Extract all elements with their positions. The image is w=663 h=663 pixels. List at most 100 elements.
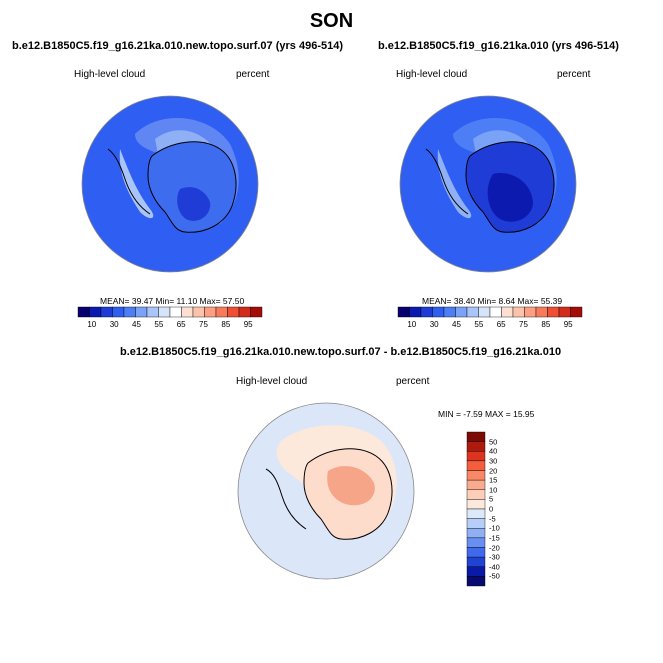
colorbar-label: -50: [489, 571, 500, 581]
panel-2-stats: MEAN= 38.40 Min= 8.64 Max= 55.39: [422, 296, 563, 306]
diff-panel-units: percent: [396, 376, 430, 387]
panel-2-title: b.e12.B1850C5.f19_g16.21ka.010 (yrs 496-…: [378, 40, 619, 52]
diff-colorbar-labels: 50 40 30 20 15 10 5 0 -5 -10 -15 -20 -30 -40 -50: [489, 432, 513, 586]
peninsula-coast: [265, 468, 307, 530]
colorbar-swatch: [112, 306, 125, 318]
colorbar-label: 55: [474, 320, 484, 329]
colorbar-swatch: [158, 306, 171, 318]
panel-1-variable: High-level cloud: [74, 69, 146, 80]
interior-low-cloud: [177, 187, 211, 221]
colorbar-label: -10: [489, 523, 500, 533]
colorbar-label: 40: [489, 446, 498, 456]
colorbar-swatch: [192, 306, 205, 318]
colorbar-swatch: [570, 306, 583, 318]
colorbar-label: 65: [176, 320, 186, 329]
colorbar-label: 10: [407, 320, 417, 329]
colorbar-label: 65: [496, 320, 506, 329]
colorbar-swatch: [409, 306, 422, 318]
colorbar-swatch: [466, 547, 486, 558]
colorbar-swatch: [420, 306, 433, 318]
colorbar-swatch: [432, 306, 445, 318]
colorbar-swatch: [466, 499, 486, 510]
colorbar-label: -20: [489, 543, 500, 552]
panel-1-stats: MEAN= 39.47 Min= 11.10 Max= 57.50: [100, 296, 245, 306]
colorbar-swatch: [501, 306, 514, 318]
colorbar-label: 30: [109, 320, 119, 329]
colorbar-swatch: [89, 306, 102, 318]
diff-panel-title: b.e12.B1850C5.f19_g16.21ka.010.new.topo.…: [120, 346, 562, 358]
colorbar-swatch: [146, 306, 159, 318]
colorbar-swatch: [466, 489, 486, 500]
diff-panel-variable: High-level cloud: [236, 376, 308, 387]
colorbar-swatch: [215, 306, 228, 318]
colorbar-swatch: [466, 431, 486, 442]
colorbar-swatch: [443, 306, 456, 318]
colorbar-swatch: [466, 451, 486, 462]
colorbar-swatch: [397, 306, 410, 318]
colorbar-label: 75: [199, 320, 208, 329]
peninsula-coast: [107, 148, 151, 215]
colorbar-label: 30: [489, 456, 498, 466]
colorbar-label: 45: [132, 320, 141, 329]
colorbar-swatch: [466, 566, 486, 577]
panel-2-colorbar-labels: 10 30 45 55 65 75 85 95: [398, 320, 582, 332]
colorbar-swatch: [169, 306, 182, 318]
panel-1-colorbar: [77, 306, 263, 318]
colorbar-label: 15: [489, 475, 498, 485]
colorbar-swatch: [466, 518, 486, 529]
panel-1-map: [81, 95, 259, 273]
antarctica-landmass: [147, 141, 237, 233]
panel-1-title: b.e12.B1850C5.f19_g16.21ka.010.new.topo.…: [12, 40, 343, 52]
colorbar-swatch: [547, 306, 560, 318]
diff-panel-stats: MIN = -7.59 MAX = 15.95: [438, 409, 535, 419]
colorbar-label: 20: [489, 466, 498, 475]
colorbar-swatch: [478, 306, 491, 318]
colorbar-swatch: [466, 556, 486, 567]
colorbar-swatch: [135, 306, 148, 318]
colorbar-swatch: [524, 306, 537, 318]
figure-title: SON: [309, 10, 354, 32]
panel-2-colorbar: [397, 306, 583, 318]
colorbar-label: 45: [452, 320, 461, 329]
colorbar-label: 10: [87, 320, 97, 329]
panel-1-colorbar-labels: 10 30 45 55 65 75 85 95: [78, 320, 262, 332]
colorbar-swatch: [466, 470, 486, 481]
colorbar-swatch: [250, 306, 263, 318]
panel-1-units: percent: [236, 69, 270, 80]
colorbar-label: 10: [489, 485, 498, 495]
colorbar-label: 5: [489, 494, 494, 504]
colorbar-label: -15: [489, 533, 500, 543]
colorbar-label: 85: [541, 320, 551, 329]
colorbar-swatch: [466, 460, 486, 471]
colorbar-label: 95: [563, 320, 573, 329]
colorbar-swatch: [238, 306, 251, 318]
colorbar-label: 55: [154, 320, 164, 329]
colorbar-label: 30: [429, 320, 439, 329]
colorbar-label: -40: [489, 562, 500, 572]
colorbar-swatch: [77, 306, 90, 318]
colorbar-swatch: [227, 306, 240, 318]
panel-2-units: percent: [557, 69, 591, 80]
colorbar-swatch: [489, 306, 502, 318]
colorbar-swatch: [466, 306, 479, 318]
colorbar-swatch: [466, 528, 486, 539]
peninsula-coast: [425, 148, 469, 215]
colorbar-label: 0: [489, 504, 494, 514]
colorbar-swatch: [204, 306, 217, 318]
diff-panel-map: [237, 402, 415, 580]
diff-colorbar: [466, 431, 486, 587]
colorbar-swatch: [535, 306, 548, 318]
panel-2-map: [399, 95, 577, 273]
colorbar-label: 85: [221, 320, 231, 329]
panel-2-variable: High-level cloud: [396, 69, 468, 80]
colorbar-swatch: [123, 306, 136, 318]
colorbar-swatch: [466, 576, 486, 587]
colorbar-swatch: [466, 441, 486, 452]
colorbar-swatch: [181, 306, 194, 318]
max-anomaly-core: [327, 466, 375, 506]
colorbar-label: 95: [243, 320, 253, 329]
colorbar-swatch: [512, 306, 525, 318]
colorbar-swatch: [100, 306, 113, 318]
colorbar-label: -30: [489, 552, 500, 562]
colorbar-swatch: [466, 537, 486, 548]
